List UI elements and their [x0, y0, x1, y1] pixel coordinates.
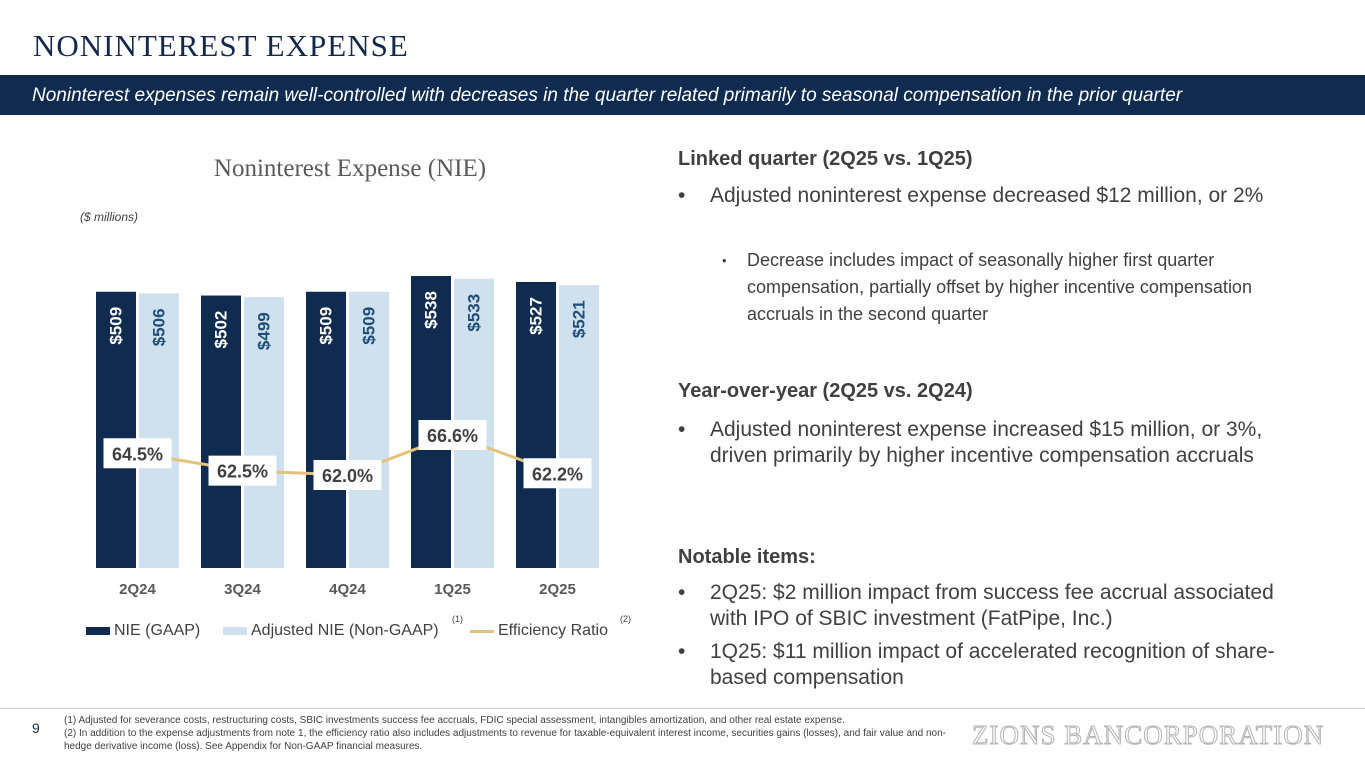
data-label-adjusted-nie: $521 — [570, 300, 589, 338]
bar-adjusted-nie — [139, 293, 179, 568]
notable-item-text: 1Q25: $11 million impact of accelerated … — [710, 640, 1275, 689]
efficiency-ratio-label-bg — [208, 455, 277, 486]
bullet-icon: • — [678, 640, 686, 663]
legend-item-adjusted-nie: Adjusted NIE (Non-GAAP) — [223, 622, 439, 640]
data-label-nie-gaap: $527 — [527, 297, 546, 335]
linked-quarter-bullet-text: Adjusted noninterest expense decreased $… — [710, 184, 1264, 207]
legend-label-efficiency-ratio: Efficiency Ratio — [498, 622, 608, 639]
legend-footnote-2: (2) — [620, 614, 631, 624]
bar-nie-gaap — [516, 281, 556, 568]
bullet-icon: • — [678, 184, 686, 207]
efficiency-ratio-label-bg — [313, 460, 382, 490]
bar-adjusted-nie — [349, 291, 389, 568]
banner-text: Noninterest expenses remain well-control… — [32, 85, 1183, 106]
data-label-nie-gaap: $509 — [317, 307, 336, 345]
footer-divider — [0, 708, 1365, 709]
page-title: NONINTEREST EXPENSE — [33, 28, 409, 63]
data-label-adjusted-nie: $509 — [360, 307, 379, 345]
legend-item-efficiency-ratio: Efficiency Ratio — [470, 622, 608, 640]
data-label-adjusted-nie: $506 — [150, 308, 169, 346]
efficiency-ratio-label: 62.0% — [322, 466, 373, 486]
page-number: 9 — [32, 720, 40, 736]
bar-adjusted-nie — [244, 297, 284, 568]
x-tick-label: 2Q25 — [539, 581, 576, 598]
data-label-adjusted-nie: $499 — [255, 312, 274, 350]
chart-units-note: ($ millions) — [80, 210, 139, 224]
efficiency-ratio-label-bg — [418, 419, 487, 450]
chart-title: Noninterest Expense (NIE) — [213, 155, 487, 182]
data-label-nie-gaap: $502 — [212, 311, 231, 349]
legend-footnote-1: (1) — [452, 614, 463, 624]
bar-nie-gaap — [201, 295, 241, 568]
efficiency-ratio-label: 66.6% — [427, 426, 478, 446]
efficiency-ratio-label: 62.5% — [217, 462, 268, 482]
x-tick-label: 2Q24 — [119, 581, 156, 598]
yoy-heading: Year-over-year (2Q25 vs. 2Q24) — [678, 380, 973, 402]
efficiency-ratio-label: 64.5% — [112, 444, 163, 464]
efficiency-ratio-label-bg — [103, 438, 172, 469]
x-tick-label: 4Q24 — [329, 581, 366, 598]
data-label-adjusted-nie: $533 — [465, 294, 484, 332]
x-tick-label: 1Q25 — [434, 581, 471, 598]
x-tick-label: 3Q24 — [224, 581, 261, 598]
footnotes: (1) Adjusted for severance costs, restru… — [64, 714, 969, 753]
bullet-icon: • — [678, 581, 686, 604]
bar-adjusted-nie — [559, 285, 599, 568]
bar-nie-gaap — [306, 291, 346, 568]
legend-swatch-efficiency-ratio — [470, 629, 494, 633]
company-logo: ZIONS BANCORPORATION — [971, 720, 1325, 751]
footnote-2: (2) In addition to the expense adjustmen… — [64, 728, 946, 752]
legend-label-adjusted-nie: Adjusted NIE (Non-GAAP) — [251, 622, 439, 639]
legend-label-nie-gaap: NIE (GAAP) — [114, 622, 201, 639]
legend-item-nie-gaap: NIE (GAAP) — [86, 622, 200, 640]
efficiency-ratio-label: 62.2% — [532, 464, 583, 484]
legend-swatch-adjusted-nie — [223, 627, 247, 635]
footnote-1: (1) Adjusted for severance costs, restru… — [64, 715, 845, 726]
notable-item-text: 2Q25: $2 million impact from success fee… — [710, 581, 1274, 630]
bullet-icon: • — [678, 418, 686, 441]
linked-quarter-sub-bullet-text: Decrease includes impact of seasonally h… — [747, 250, 1252, 324]
data-label-nie-gaap: $509 — [107, 307, 126, 345]
efficiency-ratio-label-bg — [523, 458, 592, 489]
linked-quarter-heading: Linked quarter (2Q25 vs. 1Q25) — [678, 148, 973, 170]
notable-items-heading: Notable items: — [678, 546, 816, 568]
bullet-icon: • — [722, 253, 727, 268]
legend-swatch-nie-gaap — [86, 627, 110, 635]
data-label-nie-gaap: $538 — [422, 291, 441, 329]
nie-chart: $509 $506 2Q24 $502 $499 3Q24 $509 $509 4Q24 $538… — [96, 276, 599, 598]
yoy-bullet-text: Adjusted noninterest expense increased $… — [710, 418, 1263, 467]
bar-nie-gaap — [96, 291, 136, 568]
subtitle-banner: Noninterest expenses remain well-control… — [0, 75, 1365, 115]
